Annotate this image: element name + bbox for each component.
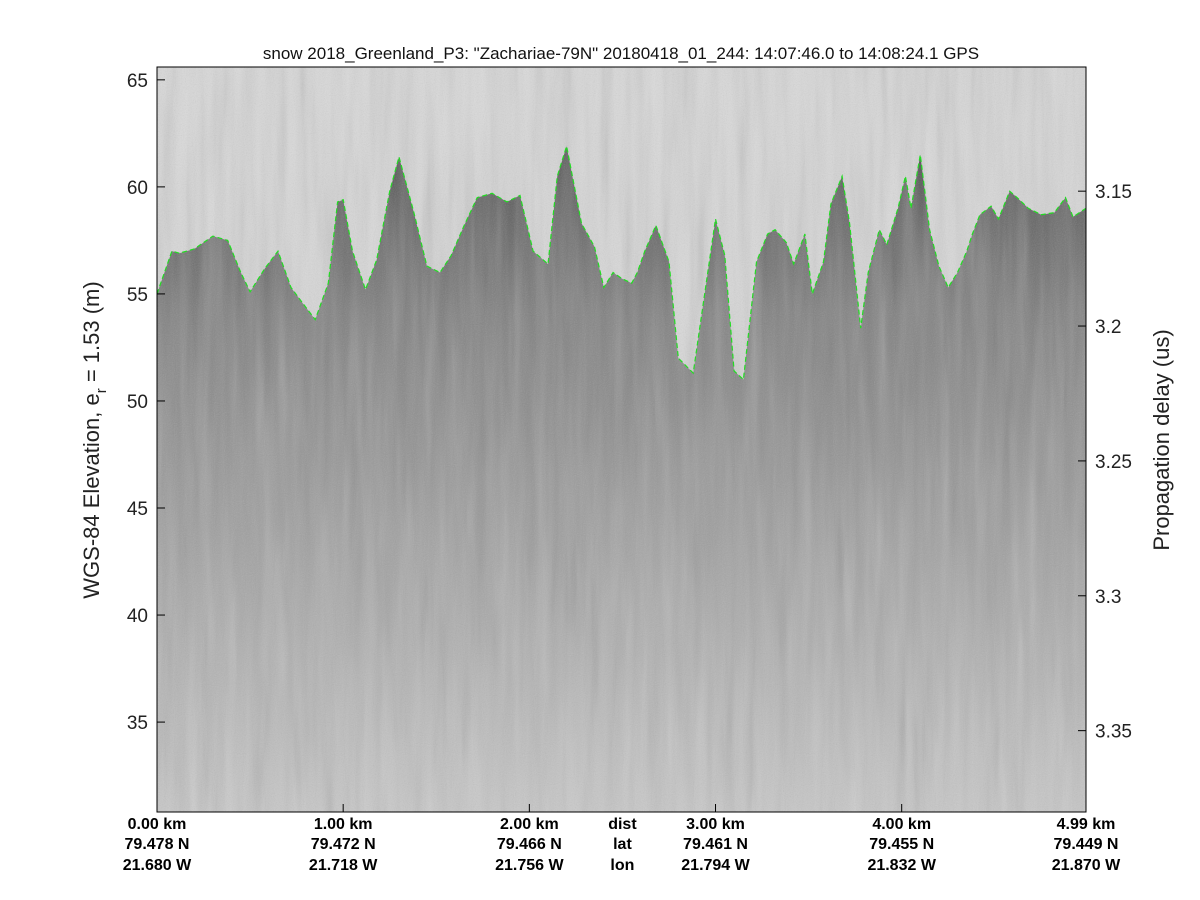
x-tick-lon: 21.794 W [681,857,750,874]
y2-tick-label: 3.15 [1095,182,1132,203]
y2-axis-label: Propagation delay (us) [1149,329,1174,550]
x-tick-dist: 2.00 km [500,816,559,833]
x-tick-lat: 79.455 N [869,836,934,853]
x-tick-dist: 1.00 km [314,816,373,833]
x-tick-dist: 3.00 km [686,816,745,833]
x-tick-lon: 21.832 W [867,857,936,874]
x-tick-lat: 79.472 N [311,836,376,853]
x-row-header-dist: dist [608,816,637,833]
x-tick-lon: 21.718 W [309,857,378,874]
plot-frame [156,66,1087,813]
y-tick-label: 55 [127,285,148,306]
y2-tick-label: 3.2 [1095,317,1121,338]
x-tick-lat: 79.478 N [125,836,190,853]
left-y-axis: 35 40 45 50 55 60 65 [127,71,165,734]
y-tick-label: 40 [127,606,148,627]
y-tick-label: 65 [127,71,148,92]
x-tick-lon: 21.680 W [123,857,192,874]
x-tick-lon: 21.870 W [1052,857,1121,874]
x-tick-lat: 79.466 N [497,836,562,853]
y2-tick-label: 3.25 [1095,452,1132,473]
x-tick-dist: 0.00 km [128,816,187,833]
x-row-header-lat: lat [613,836,632,853]
y-tick-label: 60 [127,178,148,199]
y-axis-label: WGS-84 Elevation, er = 1.53 (m) [79,281,110,598]
y-tick-label: 45 [127,499,148,520]
speckle-noise [157,67,1086,812]
x-tick-lon: 21.756 W [495,857,564,874]
y2-tick-label: 3.3 [1095,587,1121,608]
right-y-axis: 3.15 3.2 3.25 3.3 3.35 [1078,182,1132,743]
radargram-image [157,67,1086,812]
y-tick-label: 50 [127,392,148,413]
y2-tick-label: 3.35 [1095,722,1132,743]
x-axis-labels: 0.00 km 79.478 N 21.680 W 1.00 km 79.472 N 21… [123,804,1121,874]
x-tick-dist: 4.99 km [1057,816,1116,833]
x-tick-lat: 79.449 N [1054,836,1119,853]
x-tick-dist: 4.00 km [872,816,931,833]
y-tick-label: 35 [127,713,148,734]
x-row-header-lon: lon [610,857,634,874]
chart-title: snow 2018_Greenland_P3: "Zachariae-79N" … [263,44,979,63]
x-tick-lat: 79.461 N [683,836,748,853]
